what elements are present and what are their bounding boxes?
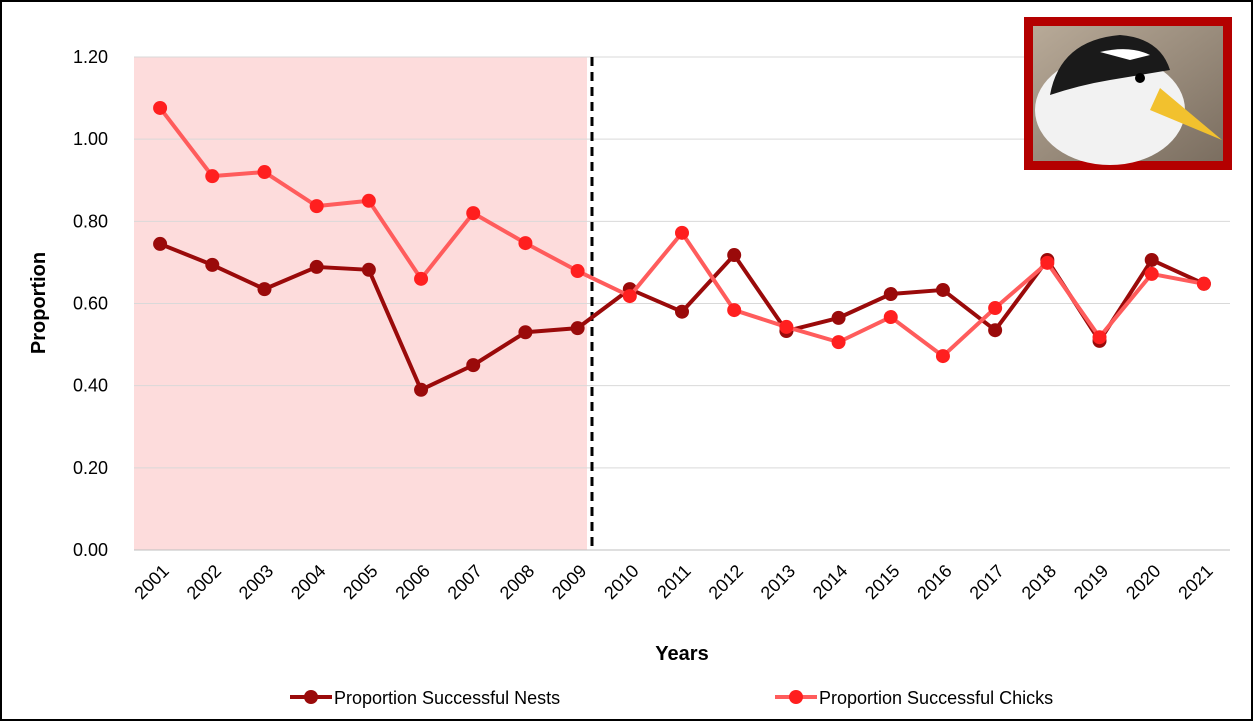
data-point: [883, 310, 898, 325]
data-point: [622, 289, 637, 304]
data-point: [779, 319, 794, 334]
y-tick-label: 0.20: [73, 458, 108, 478]
data-point: [570, 321, 585, 336]
data-point: [570, 264, 585, 279]
bird-eye: [1135, 73, 1145, 83]
data-point: [205, 257, 220, 272]
data-point: [257, 282, 272, 297]
data-point: [935, 282, 950, 297]
data-point: [466, 206, 481, 221]
data-point: [1144, 266, 1159, 281]
photo: [1024, 17, 1232, 170]
data-point: [727, 248, 742, 263]
y-tick-label: 0.60: [73, 294, 108, 314]
data-point: [675, 304, 689, 319]
y-tick-label: 1.00: [73, 129, 108, 149]
data-point: [205, 169, 220, 184]
data-point: [153, 100, 168, 115]
data-point: [518, 325, 533, 340]
y-tick-label: 1.20: [73, 47, 108, 67]
data-point: [1196, 276, 1211, 291]
data-point: [361, 193, 376, 208]
data-point: [675, 225, 689, 240]
legend-label: Proportion Successful Chicks: [819, 688, 1053, 708]
y-axis-label: Proportion: [28, 252, 50, 354]
data-point: [361, 262, 376, 277]
data-point: [309, 199, 324, 214]
data-point: [831, 335, 846, 350]
data-point: [1144, 252, 1159, 267]
data-point: [518, 236, 533, 251]
data-point: [153, 236, 168, 251]
data-point: [1092, 330, 1107, 345]
data-point: [257, 165, 272, 180]
data-point: [831, 310, 846, 325]
data-point: [1040, 255, 1055, 270]
bird-cap: [1050, 35, 1170, 95]
bird-beak: [1150, 88, 1222, 140]
legend-marker: [304, 690, 318, 704]
x-axis-label: Years: [655, 643, 708, 665]
data-point: [935, 349, 950, 364]
data-point: [883, 287, 898, 302]
y-tick-label: 0.00: [73, 540, 108, 560]
data-point: [309, 259, 324, 274]
legend-label: Proportion Successful Nests: [334, 688, 560, 708]
data-point: [727, 303, 742, 318]
y-tick-label: 0.80: [73, 211, 108, 231]
data-point: [414, 271, 429, 286]
bird-brow: [1100, 49, 1150, 60]
y-tick-label: 0.40: [73, 376, 108, 396]
data-point: [414, 382, 429, 397]
legend-marker: [789, 690, 803, 704]
data-point: [466, 358, 481, 373]
data-point: [988, 301, 1003, 316]
data-point: [988, 323, 1003, 338]
